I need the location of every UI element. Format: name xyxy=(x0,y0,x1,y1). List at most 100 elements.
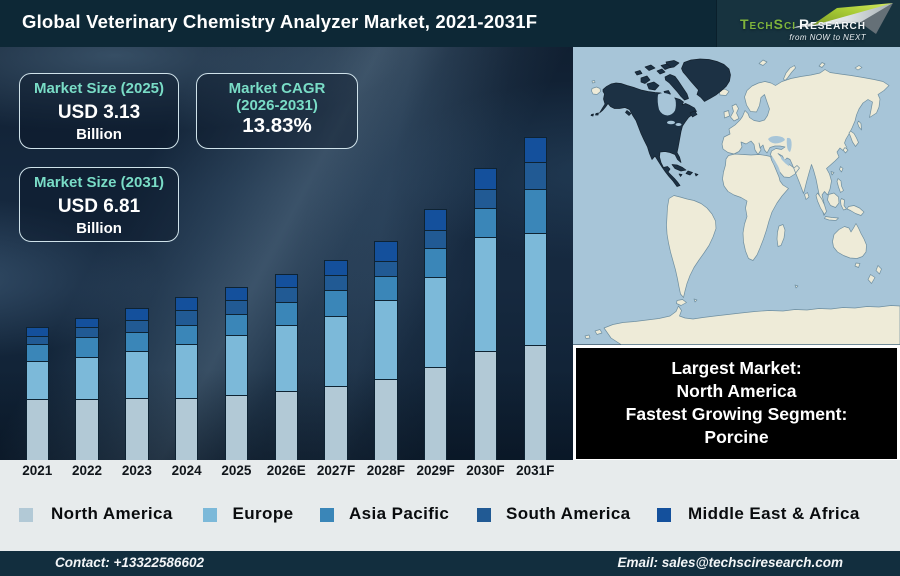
bar-2028F xyxy=(374,241,398,460)
year-label: 2026E xyxy=(266,463,306,478)
map-jamaica xyxy=(678,173,683,177)
market-cagr-title-line2: (2026-2031) xyxy=(236,97,318,114)
bar-segment xyxy=(473,236,498,352)
bar-segment xyxy=(174,309,199,325)
fastest-segment-label: Fastest Growing Segment: xyxy=(625,404,848,424)
bar-segment xyxy=(75,337,99,357)
bar-segment xyxy=(174,398,199,460)
bar-segment xyxy=(224,395,249,460)
bar-segment xyxy=(274,391,298,460)
map-new-zealand-south xyxy=(867,274,876,284)
bar-segment xyxy=(423,230,448,248)
bar-segment xyxy=(25,344,49,361)
largest-market-value: North America xyxy=(676,381,797,401)
map-sakhalin xyxy=(857,120,862,131)
bar-segment xyxy=(224,300,249,315)
map-antarctic-fragment-2 xyxy=(584,334,591,339)
bar-2029F xyxy=(423,209,448,460)
market-size-2025-box: Market Size (2025) USD 3.13 Billion xyxy=(19,73,179,149)
logo-brand-research: Research xyxy=(798,16,866,32)
year-label: 2027F xyxy=(316,463,356,478)
footer-bar: Contact: +13322586602 Email: sales@techs… xyxy=(0,551,900,576)
bar-segment xyxy=(125,308,149,320)
footer-contact: Contact: +13322586602 xyxy=(55,555,204,570)
map-devon-island xyxy=(660,63,672,70)
map-antarctica xyxy=(603,305,900,345)
map-new-siberian-islands xyxy=(854,65,863,71)
bar-segment xyxy=(423,367,448,460)
map-svalbard xyxy=(758,59,768,66)
map-eurasia xyxy=(721,69,890,216)
footer-email: Email: sales@techsciresearch.com xyxy=(617,555,843,570)
map-madagascar xyxy=(776,224,786,247)
bar-segment xyxy=(473,189,498,208)
market-size-2031-unit: Billion xyxy=(76,220,122,237)
bar-segment xyxy=(423,209,448,231)
year-label: 2023 xyxy=(121,463,152,478)
map-cuba xyxy=(671,164,687,172)
map-hainan xyxy=(830,171,835,176)
map-tierra-del-fuego xyxy=(676,299,687,306)
bar-segment xyxy=(374,275,398,301)
bar-segment xyxy=(75,356,99,399)
map-hudson-bay xyxy=(657,92,676,116)
bar-2021 xyxy=(25,326,49,460)
bar-segment xyxy=(374,300,398,379)
map-baffin-island xyxy=(664,74,689,101)
bar-segment xyxy=(324,385,348,460)
market-size-2025-unit: Billion xyxy=(76,126,122,143)
bar-segment xyxy=(174,344,199,399)
bar-2026E xyxy=(274,273,298,460)
map-africa xyxy=(722,153,789,261)
bar-segment xyxy=(473,207,498,237)
bar-segment xyxy=(274,324,298,391)
market-size-2025-title: Market Size (2025) xyxy=(33,80,165,97)
market-size-2031-title: Market Size (2031) xyxy=(33,174,165,191)
bar-segment xyxy=(125,331,149,352)
map-arctic-island-c xyxy=(656,68,666,75)
bar-segment xyxy=(523,344,547,460)
map-black-sea xyxy=(768,135,785,144)
map-wrangel xyxy=(591,80,596,84)
bar-segment xyxy=(374,241,398,261)
bar-segment xyxy=(174,324,199,345)
bar-segment xyxy=(523,189,547,234)
logo-arrow-icon xyxy=(791,3,893,34)
legend-label: Asia Pacific xyxy=(349,504,450,523)
bar-segment xyxy=(324,260,348,275)
bar-segment xyxy=(274,287,298,303)
legend-label: Europe xyxy=(232,504,294,523)
map-taiwan xyxy=(839,166,844,173)
bar-segment xyxy=(224,314,249,336)
bar-segment xyxy=(423,277,448,367)
map-japan xyxy=(848,130,859,147)
map-arctic-island-b xyxy=(634,70,643,76)
logo-arrow-fold xyxy=(860,3,893,34)
bar-segment xyxy=(324,274,348,291)
year-label: 2030F xyxy=(466,463,505,478)
bottom-band: 2021 2022 2023 2024 2025 2026E 2027F 2028F 2029F… xyxy=(0,460,900,551)
map-tasmania xyxy=(854,262,861,268)
bar-segment xyxy=(75,399,99,460)
bar-segment xyxy=(125,351,149,399)
largest-market-label: Largest Market: xyxy=(671,358,802,378)
bar-2030F xyxy=(473,167,498,460)
map-falklands xyxy=(693,298,698,303)
map-great-lakes xyxy=(667,120,675,125)
world-map xyxy=(573,47,900,345)
bar-segment xyxy=(224,287,249,301)
bar-segment xyxy=(25,326,49,336)
bar-2031F xyxy=(523,136,547,460)
year-label: 2031F xyxy=(516,463,555,478)
year-label: 2029F xyxy=(416,463,455,478)
map-kerguelen xyxy=(794,284,799,289)
bar-2022 xyxy=(75,318,99,460)
bar-segment xyxy=(174,297,199,310)
logo-arrow-green-blade xyxy=(811,3,893,26)
map-antarctic-fragment-1 xyxy=(594,329,603,335)
map-aleutian-2 xyxy=(590,113,594,117)
map-persian-gulf xyxy=(780,156,790,167)
map-novaya-zemlya xyxy=(783,65,796,81)
map-puerto-rico xyxy=(694,173,699,177)
